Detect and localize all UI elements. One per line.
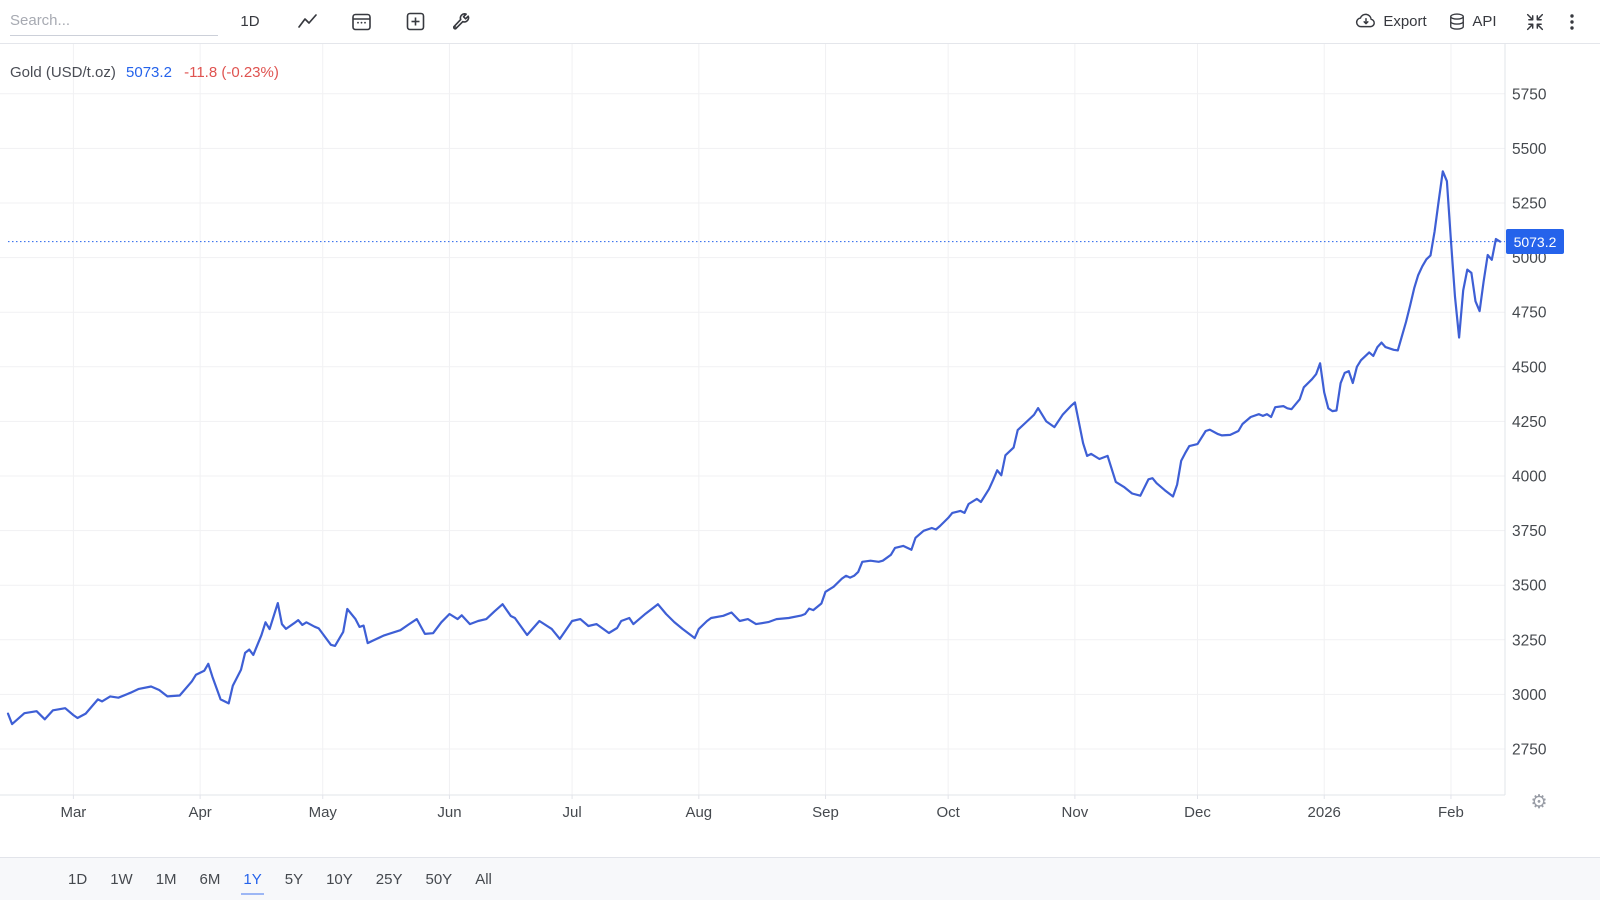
chart-area[interactable]: 2750 3000 3250 3500 3750 4000 4250 4500 4750 5000… — [0, 44, 1600, 857]
compress-icon[interactable] — [1518, 0, 1552, 43]
x-axis-month-label: Mar — [60, 804, 86, 821]
range-tab-25Y[interactable]: 25Y — [374, 863, 405, 895]
price-change-value: -11.8 (-0.23%) — [184, 64, 279, 81]
y-axis-label: 5250 — [1512, 196, 1547, 213]
cloud-download-icon — [1356, 13, 1376, 27]
calendar-icon[interactable] — [345, 0, 377, 43]
y-axis-label: 5000 — [1512, 250, 1547, 267]
range-tab-6M[interactable]: 6M — [198, 863, 223, 895]
compare-add-icon[interactable] — [399, 0, 431, 43]
y-axis-label: 4750 — [1512, 305, 1547, 322]
export-button[interactable]: Export — [1352, 0, 1430, 43]
x-axis-month-label: May — [309, 804, 338, 821]
range-selector-bar: 1D 1W 1M 6M 1Y 5Y 10Y 25Y 50Y All — [0, 857, 1600, 900]
symbol-label: Gold (USD/t.oz) — [10, 64, 116, 81]
y-axis-label: 5750 — [1512, 86, 1547, 103]
chart-legend: Gold (USD/t.oz) 5073.2 -11.8 (-0.23%) — [10, 64, 279, 81]
range-tab-50Y[interactable]: 50Y — [424, 863, 455, 895]
export-label: Export — [1383, 13, 1427, 30]
api-label: API — [1472, 13, 1497, 30]
y-axis-label: 5500 — [1512, 141, 1547, 158]
chart-type-icon[interactable] — [291, 0, 323, 43]
y-axis-label: 2750 — [1512, 742, 1547, 759]
gold-price-line — [6, 170, 1502, 726]
x-axis-month-label: 2026 — [1308, 804, 1341, 821]
x-axis-month-label: Jun — [437, 804, 461, 821]
y-axis-label: 3250 — [1512, 632, 1547, 649]
y-axis-label: 3000 — [1512, 687, 1547, 704]
wrench-glyph — [452, 13, 469, 30]
y-axis-label: 3500 — [1512, 578, 1547, 595]
top-toolbar: 1D — [0, 0, 1600, 44]
y-axis-label: 4250 — [1512, 414, 1547, 431]
axis-settings-gear-icon[interactable]: ⚙ — [1526, 789, 1552, 815]
interval-button[interactable]: 1D — [234, 0, 266, 43]
search-input[interactable] — [10, 6, 218, 36]
range-tab-5Y[interactable]: 5Y — [283, 863, 305, 895]
last-price-value: 5073.2 — [126, 64, 172, 81]
calendar-glyph — [351, 13, 371, 31]
plus-square-glyph — [406, 12, 424, 31]
x-axis-month-label: Aug — [685, 804, 712, 821]
range-tab-1D[interactable]: 1D — [66, 863, 89, 895]
range-tab-1Y[interactable]: 1Y — [241, 863, 264, 895]
zigzag-line-icon — [297, 14, 317, 28]
x-axis-month-label: Oct — [936, 804, 960, 821]
x-axis-month-label: Sep — [812, 804, 839, 821]
x-axis-month-label: Jul — [563, 804, 582, 821]
range-tab-1W[interactable]: 1W — [108, 863, 135, 895]
x-axis-month-label: Nov — [1062, 804, 1089, 821]
y-axis-label: 3750 — [1512, 523, 1547, 540]
api-button[interactable]: API — [1444, 0, 1500, 43]
more-menu-kebab-icon[interactable] — [1558, 0, 1586, 43]
x-axis-month-label: Feb — [1438, 804, 1464, 821]
kebab-glyph — [1570, 13, 1574, 30]
price-chart[interactable]: 2750 3000 3250 3500 3750 4000 4250 4500 4750 5000… — [0, 44, 1600, 857]
x-axis-month-label: Apr — [188, 804, 211, 821]
collapse-arrows-glyph — [1526, 13, 1544, 30]
y-axis-label: 4500 — [1512, 359, 1547, 376]
database-icon — [1450, 12, 1465, 30]
range-tab-10Y[interactable]: 10Y — [324, 863, 355, 895]
x-axis-month-label: Dec — [1184, 804, 1211, 821]
range-tab-All[interactable]: All — [473, 863, 494, 895]
indicators-wrench-icon[interactable] — [445, 0, 477, 43]
price-axis-badge: 5073.2 — [1506, 229, 1564, 255]
y-axis-label: 4000 — [1512, 469, 1547, 486]
range-tab-1M[interactable]: 1M — [154, 863, 179, 895]
